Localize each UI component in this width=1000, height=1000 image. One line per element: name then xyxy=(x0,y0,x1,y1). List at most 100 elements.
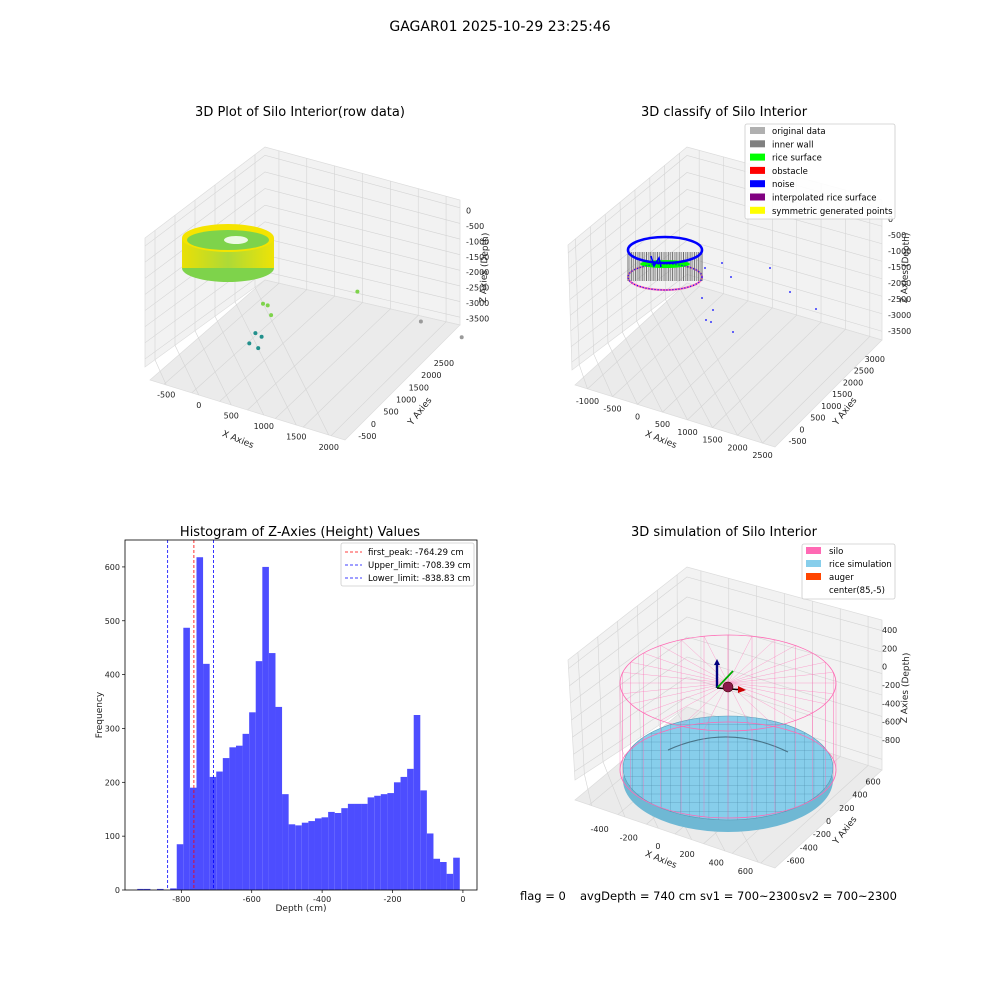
raw-y-tick: 2000 xyxy=(421,371,441,380)
raw-z-axis-label: Z Axies (Depth) xyxy=(479,233,491,304)
classify-y-tick: 1500 xyxy=(832,390,852,399)
histogram-bar xyxy=(255,661,263,890)
classify-x-tick: 0 xyxy=(635,412,640,421)
histogram-bar xyxy=(380,794,388,890)
histogram-bar xyxy=(341,808,348,890)
classify-legend-label: interpolated rice surface xyxy=(772,194,877,204)
histogram-bar xyxy=(268,653,276,890)
raw-x-ticks: -500 0 500 1000 1500 2000 xyxy=(157,390,339,452)
classify-legend-label: symmetric generated points xyxy=(772,207,893,217)
histogram-bars xyxy=(137,557,460,890)
simulation-y-tick: -600 xyxy=(787,856,805,865)
histogram-bar xyxy=(420,790,427,890)
classify-noise-point xyxy=(712,309,714,311)
panel-raw-data: 3D Plot of Silo Interior(row data) -5000… xyxy=(144,105,491,452)
histogram-x-ticks: -800 -600 -400 -200 0 xyxy=(172,890,465,904)
histogram-x-tick: 0 xyxy=(460,895,465,904)
histogram-bar xyxy=(440,862,447,890)
histogram-bar xyxy=(314,818,322,890)
simulation-legend-label: auger xyxy=(829,573,854,583)
raw-z-tick: -3500 xyxy=(466,314,489,323)
simulation-x-tick: -400 xyxy=(591,825,609,834)
classify-y-tick: 500 xyxy=(810,414,825,423)
histogram-bar xyxy=(143,888,151,890)
raw-z-tick: -2500 xyxy=(466,284,489,293)
histogram-bar xyxy=(235,745,243,890)
classify-y-axis-label: Y Axies xyxy=(831,396,860,429)
footer-avg-depth: avgDepth = 740 cm xyxy=(580,889,696,903)
footer-sv2: sv2 = 700~2300 xyxy=(799,889,897,903)
classify-silo-points xyxy=(626,235,704,291)
classify-y-tick: 2000 xyxy=(843,378,863,387)
classify-y-tick: 1000 xyxy=(821,402,841,411)
classify-legend-label: original data xyxy=(772,127,826,137)
classify-z-ticks: 0 -500 -1000 -1500 -2000 -2500 -3000 -3500 xyxy=(888,215,911,336)
histogram-bar xyxy=(196,557,204,890)
histogram-y-tick: 200 xyxy=(105,778,120,787)
raw-outlier-point xyxy=(256,346,261,351)
simulation-legend-label: rice simulation xyxy=(829,560,892,570)
histogram-bar xyxy=(262,566,269,890)
classify-y-tick: 0 xyxy=(799,425,804,434)
classify-z-tick: -500 xyxy=(888,231,906,240)
raw-x-tick: 0 xyxy=(196,401,201,410)
simulation-legend-swatch xyxy=(806,560,821,567)
classify-noise-point xyxy=(710,321,712,323)
classify-noise-point xyxy=(705,319,707,321)
raw-z-ticks: 0 -500 -1000 -1500 -2000 -2500 -3000 -3500 xyxy=(466,207,489,324)
classify-z-tick: -3000 xyxy=(888,311,911,320)
histogram-legend-label: first_peak: -764.29 cm xyxy=(368,548,464,558)
classify-noise-point xyxy=(732,331,734,333)
simulation-y-axis-label: Y Axies xyxy=(831,815,860,848)
histogram-frame xyxy=(124,539,478,891)
classify-y-ticks: -500 0 500 1000 1500 2000 2500 3000 xyxy=(788,355,884,446)
histogram-y-tick: 600 xyxy=(105,563,120,572)
raw-y-tick: 1000 xyxy=(396,396,416,405)
simulation-y-tick: 400 xyxy=(852,791,867,800)
raw-outlier-point xyxy=(247,341,252,346)
simulation-legend-label: center(85,-5) xyxy=(829,586,885,596)
simulation-z-tick: -200 xyxy=(882,681,900,690)
raw-x-tick: 500 xyxy=(224,411,239,420)
histogram-y-tick: 300 xyxy=(105,724,120,733)
auger-z-arrow-head xyxy=(714,659,720,665)
panel-simulation: 3D simulation of Silo Interior -400 -200 0… xyxy=(567,525,912,876)
classify-x-tick: 2500 xyxy=(752,451,772,460)
histogram-bar xyxy=(301,822,309,890)
histogram-bar xyxy=(374,795,381,890)
raw-x-tick: 2000 xyxy=(319,443,339,452)
classify-noise-ring xyxy=(626,235,704,265)
classify-noise-point xyxy=(704,267,706,269)
classify-noise-point xyxy=(769,267,771,269)
auger-center-marker xyxy=(722,681,734,693)
simulation-z-tick: -600 xyxy=(882,718,900,727)
simulation-legend-box xyxy=(801,543,896,600)
histogram-reference-lines xyxy=(167,540,214,890)
raw-y-tick: 1500 xyxy=(409,383,429,392)
classify-x-tick: 2000 xyxy=(727,443,747,452)
classify-legend-swatch xyxy=(750,166,765,174)
classify-chart-title: 3D classify of Silo Interior xyxy=(641,105,808,120)
classify-z-tick: -3500 xyxy=(888,327,911,336)
simulation-x-tick: -200 xyxy=(620,834,638,843)
simulation-silo-wireframe xyxy=(619,634,837,819)
histogram-bar xyxy=(347,803,355,890)
simulation-x-axis-label: X Axies xyxy=(643,849,678,871)
simulation-y-tick: 0 xyxy=(826,817,831,826)
histogram-y-tick: 0 xyxy=(115,886,120,895)
histogram-bar xyxy=(453,857,460,890)
histogram-bar xyxy=(203,663,210,890)
raw-outlier-point xyxy=(261,301,265,306)
classify-noise-bottom-ring xyxy=(627,263,703,291)
simulation-legend-label: silo xyxy=(829,547,843,557)
raw-y-tick: -500 xyxy=(358,432,376,441)
histogram-bar xyxy=(288,824,296,890)
histogram-legend-label: Lower_limit: -838.83 cm xyxy=(368,574,470,584)
classify-legend-swatch xyxy=(750,206,765,214)
simulation-x-tick: 400 xyxy=(709,859,724,868)
raw-y-tick: 2500 xyxy=(434,359,454,368)
histogram-title: Histogram of Z-Axies (Height) Values xyxy=(180,525,420,540)
classify-legend-box xyxy=(744,123,896,220)
raw-y-ticks: -500 0 500 1000 1500 2000 2500 xyxy=(358,359,454,441)
